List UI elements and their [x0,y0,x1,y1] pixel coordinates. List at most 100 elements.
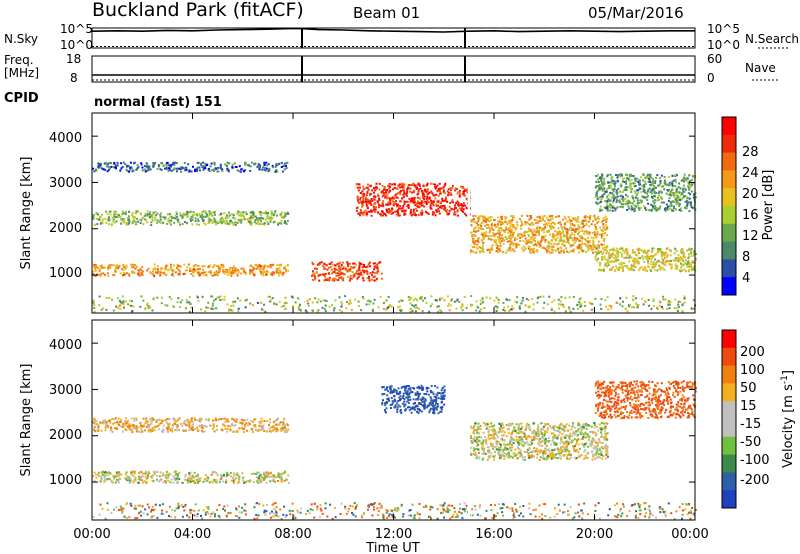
echo-cell [259,164,261,167]
echo-cell [410,308,412,310]
echo-cell [325,277,328,280]
echo-cell [583,232,586,235]
echo-cell [636,197,639,200]
echo-cell [379,296,382,298]
echo-cell [688,265,691,268]
colorbar-segment-9 [722,277,736,296]
echo-cell [566,220,569,223]
echo-cell [209,270,212,273]
echo-cell [600,229,603,231]
echo-cell [231,309,234,312]
echo-cell [279,264,282,267]
echo-cell [173,477,176,480]
echo-cell [622,262,624,265]
echo-cell [245,273,247,276]
echo-cell [650,184,653,187]
echo-cell [502,302,505,304]
echo-cell [666,193,669,196]
echo-cell [432,183,435,185]
echo-cell [227,170,230,173]
echo-cell [340,264,343,267]
echo-cell [684,176,687,179]
echo-cell [597,178,600,181]
echo-cell [280,476,283,479]
echo-cell [450,200,453,203]
echo-cell [152,474,155,477]
echo-cell [411,304,414,307]
echo-cell [408,184,411,186]
echo-cell [530,215,532,217]
echo-cell [256,264,259,267]
echo-cell [198,424,201,427]
echo-cell [594,186,597,189]
echo-cell [474,242,477,245]
echo-cell [407,207,410,209]
echo-cell [657,259,660,262]
echo-cell [691,178,693,181]
echo-cell [650,208,653,211]
echo-cell [168,472,171,475]
echo-cell [215,479,218,482]
echo-cell [425,188,428,191]
echo-cell [243,481,245,484]
echo-cell [542,295,545,298]
echo-cell [564,227,567,230]
echo-cell [160,169,163,171]
echo-cell [409,187,412,190]
echo-cell [185,166,188,169]
echo-cell [533,218,536,221]
echo-cell [274,210,277,213]
echo-cell [201,211,203,214]
echo-cell [599,205,602,208]
echo-cell [556,236,559,239]
echo-cell [191,216,194,219]
echo-cell [665,259,668,262]
echo-cell [501,229,504,232]
echo-cell [597,189,600,192]
echo-cell [360,263,363,266]
echo-cell [190,475,193,478]
echo-cell [638,262,640,265]
echo-cell [265,481,268,484]
echo-cell [588,216,591,219]
echo-cell [531,232,534,235]
echo-cell [690,248,693,251]
echo-cell [449,189,452,192]
echo-cell [232,472,235,475]
echo-cell [385,190,388,193]
echo-cell [626,264,628,267]
echo-cell [314,297,317,300]
echo-cell [116,473,119,476]
echo-cell [165,421,168,424]
echo-cell [530,237,533,240]
echo-cell [237,170,240,173]
echo-cell [606,207,609,210]
echo-cell [152,428,154,431]
echo-cell [115,478,118,481]
echo-cell [394,183,397,186]
echo-cell [98,218,101,221]
echo-cell [688,174,691,177]
echo-cell [532,223,535,226]
echo-cell [170,219,173,222]
echo-cell [283,471,286,474]
echo-cell [226,474,229,477]
echo-cell [659,267,661,269]
echo-cell [344,267,347,270]
echo-cell [287,263,289,266]
echo-cell [190,170,193,173]
echo-cell [493,235,496,238]
echo-cell [463,295,466,298]
echo-cell [471,250,474,253]
echo-cell [261,476,263,479]
echo-cell [363,192,366,195]
echo-cell [285,164,287,167]
echo-cell [690,185,692,188]
echo-cell [458,207,461,210]
echo-cell [591,249,594,252]
echo-cell [377,201,380,204]
echo-cell [132,481,135,484]
echo-cell [338,267,341,270]
echo-cell [195,478,198,481]
echo-cell [344,295,347,298]
